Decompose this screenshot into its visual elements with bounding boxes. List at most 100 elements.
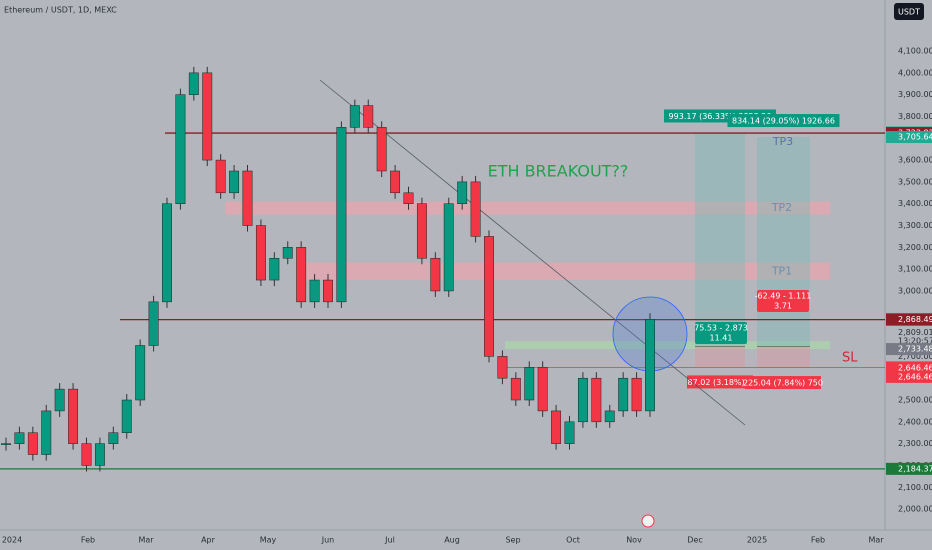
candle [81,443,92,466]
candle [296,247,307,303]
candle [41,410,52,455]
candle [497,356,508,379]
candle [484,236,494,357]
x-tick-label: 2024 [2,536,22,545]
y-tick-label: 4,000.00 [898,68,932,77]
y-tick-label: 2,500.00 [898,396,932,405]
candle [68,388,79,444]
candle [162,203,172,303]
event-icon[interactable] [641,514,655,528]
price-badge [886,370,932,383]
candle [376,127,387,172]
info-text: -62.49 - 1.111 [755,292,812,301]
x-tick-label: 2025 [747,536,767,545]
y-tick-label: 3,100.00 [898,265,932,274]
candle [188,72,199,95]
candle [430,257,441,292]
candle [54,388,65,412]
zone [305,262,830,281]
chart-title: Ethereum / USDT, 1D, MEXC [4,6,117,15]
y-tick-label: 3,600.00 [898,156,932,165]
y-tick-label: 3,400.00 [898,199,932,208]
stop-area [757,346,810,369]
candle [524,367,535,401]
candle [564,421,575,444]
candle [202,72,213,161]
tp3-label: TP3 [772,135,793,148]
currency-button[interactable] [894,3,924,20]
info-text: 11.41 [710,334,733,343]
candle [510,377,521,401]
price-badge-label: 2,184.37 [898,464,932,473]
candle [108,432,119,444]
target-label-box [727,114,840,128]
candle [551,410,562,444]
candle [403,192,414,204]
stop-area [695,346,745,368]
price-badge-label: 2,868.49 [898,315,932,324]
info-box [757,290,809,312]
y-tick-label: 2,100.00 [898,483,932,492]
candle [470,181,481,237]
x-tick-label: Apr [201,536,216,545]
x-tick-label: Oct [566,536,580,545]
candle [443,203,454,292]
price-badge [886,462,932,475]
x-tick-label: Aug [444,536,460,545]
y-tick-label: 2,400.00 [898,417,932,426]
stop-label-box [687,375,753,389]
zone [225,201,830,215]
candle [215,159,226,194]
candle [135,345,146,401]
info-box [695,322,747,344]
candle [282,247,293,259]
price-badge [886,131,932,144]
candle [336,127,347,303]
price-badge-label: 2,646.46 [898,364,932,373]
price-badge-label: 2,809.01 [898,328,932,337]
price-badge-label: 2,733.48 [898,345,932,354]
y-tick-label: 3,300.00 [898,221,932,230]
x-tick-label: Feb [81,536,95,545]
candle [416,203,427,259]
x-tick-label: Mar [138,536,154,545]
candle [94,443,105,466]
info-text: 75.53 - 2.873 [694,324,748,333]
candle [631,377,642,412]
target-area [757,137,810,347]
candle [121,399,132,433]
y-tick-label: 4,100.00 [898,47,932,56]
target-label: 834.14 (29.05%) 1926.66 [732,117,835,126]
candle [148,301,159,346]
annotation: ETH BREAKOUT?? [488,162,629,181]
x-tick-label: Jul [384,536,395,545]
candle [645,319,655,412]
x-tick-label: Dec [687,536,702,545]
x-tick-label: Jun [321,536,335,545]
candle [577,377,588,423]
y-tick-label: 3,800.00 [898,112,932,121]
currency-button-label[interactable]: USDT [898,8,920,17]
candle [457,181,468,204]
candle [537,367,548,412]
candle [1,443,11,445]
candle [604,410,615,423]
y-tick-label: 2,000.00 [898,505,932,514]
sl-label: SL [842,351,858,366]
stop-label-box [745,376,821,390]
trendline [319,79,746,426]
info-text: 3.71 [774,302,792,311]
candle [175,94,186,204]
candle [591,377,602,423]
candle [309,279,320,303]
price-badge-label: 3,705.64 [898,133,932,142]
x-tick-label: Feb [811,536,825,545]
zone [505,341,830,350]
y-tick-label: 3,500.00 [898,177,932,186]
y-tick-label: 2,300.00 [898,439,932,448]
candle [27,432,38,455]
y-tick-label: 2,700.00 [898,352,932,361]
candle [390,170,401,194]
candle [242,170,253,226]
